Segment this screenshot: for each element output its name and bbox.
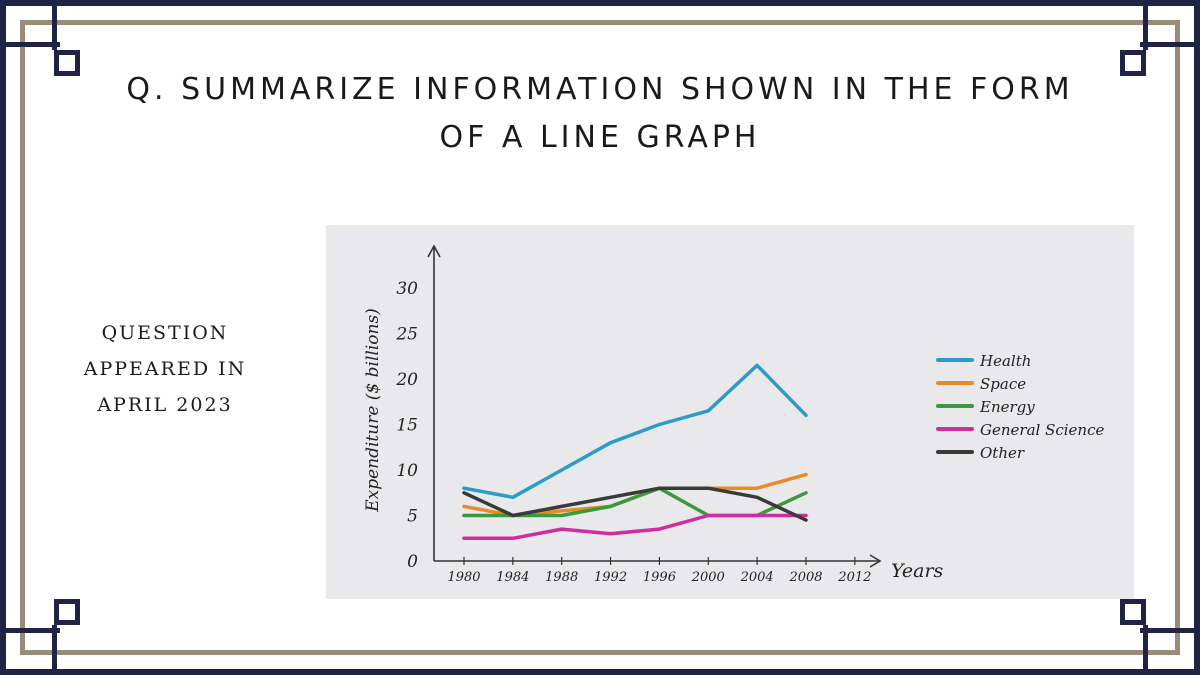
legend-label: Health: [979, 352, 1031, 370]
corner-ornament-bottom-right: [1120, 599, 1200, 675]
x-tick-label: 1996: [643, 570, 676, 585]
x-axis-label: Years: [891, 560, 944, 582]
chart-axes: [427, 244, 882, 568]
y-tick-label: 5: [407, 507, 418, 527]
x-axis-arrow: [869, 554, 882, 568]
series-line: [462, 486, 808, 522]
corner-ornament-top-left: [0, 0, 80, 76]
y-tick-labels: 0 5 10 15 20 25 30: [395, 279, 418, 572]
note-line-3: APRIL 2023: [97, 394, 233, 416]
question-date-note: QUESTION APPEARED IN APRIL 2023: [60, 315, 270, 423]
legend-label: General Science: [980, 421, 1104, 439]
x-tick-label: 2008: [788, 570, 822, 585]
y-tick-label: 25: [395, 325, 418, 345]
corner-ornament-bottom-left: [0, 599, 80, 675]
chart-legend: Health Space Energy General Science Other: [936, 352, 1104, 462]
page-title: Q. SUMMARIZE INFORMATION SHOWN IN THE FO…: [126, 72, 1074, 155]
note-line-2: APPEARED IN: [83, 358, 247, 380]
line-chart: 0 5 10 15 20 25 30 1980 1984 1988 1992 1996 2000 200…: [363, 244, 1104, 585]
y-axis-label: Expenditure ($ billions): [363, 308, 383, 513]
y-tick-label: 10: [396, 461, 418, 481]
x-tick-label: 1988: [545, 570, 578, 585]
y-tick-label: 30: [396, 279, 418, 299]
y-tick-label: 15: [396, 416, 418, 436]
inner-frame: [20, 20, 1180, 655]
note-line-1: QUESTION: [101, 322, 229, 344]
x-tick-label: 1984: [496, 570, 529, 585]
y-tick-label: 20: [395, 370, 418, 390]
y-axis-arrow: [427, 244, 441, 258]
legend-label: Other: [980, 444, 1025, 462]
x-tick-labels: 1980 1984 1988 1992 1996 2000 2004 2008 2012: [447, 557, 871, 585]
x-tick-label: 2000: [691, 570, 725, 585]
corner-ornament-top-right: [1120, 0, 1200, 76]
chart-photo: 0 5 10 15 20 25 30 1980 1984 1988 1992 1996 2000 200…: [326, 225, 1134, 599]
series-line: [462, 363, 808, 500]
x-tick-label: 2012: [837, 570, 871, 585]
legend-label: Energy: [979, 398, 1035, 416]
legend-label: Space: [980, 375, 1026, 393]
series-lines: [462, 363, 808, 541]
x-tick-label: 1992: [594, 570, 627, 585]
series-line: [462, 513, 808, 541]
x-tick-label: 2004: [740, 570, 774, 585]
y-tick-label: 0: [407, 552, 418, 572]
x-tick-label: 1980: [447, 570, 480, 585]
